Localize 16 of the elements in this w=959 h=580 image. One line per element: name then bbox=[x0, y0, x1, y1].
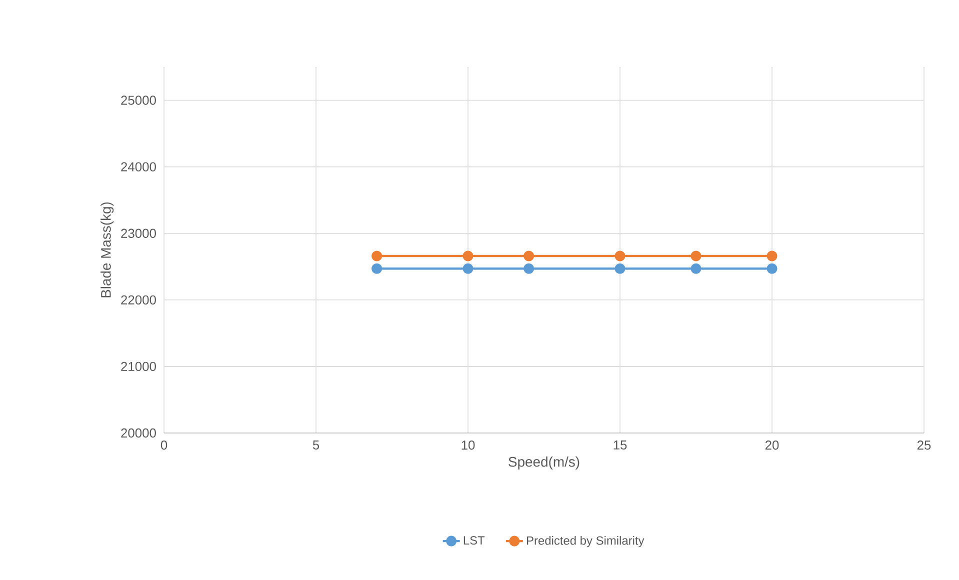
y-tick-label: 23000 bbox=[121, 228, 156, 238]
x-tick-label: 25 bbox=[917, 440, 931, 450]
y-tick-label: 21000 bbox=[121, 362, 156, 372]
y-tick-label: 22000 bbox=[121, 295, 156, 304]
x-tick-label: 20 bbox=[765, 440, 779, 450]
y-tick-label: 25000 bbox=[121, 96, 156, 105]
legend-label: Predicted by Similarity bbox=[527, 536, 644, 548]
x-tick-label: 5 bbox=[312, 440, 320, 450]
legend-label: LST bbox=[464, 536, 485, 545]
y-tick-label: 20000 bbox=[121, 428, 156, 438]
x-tick-label: 10 bbox=[462, 440, 475, 450]
x-tick-label: 0 bbox=[160, 440, 168, 450]
y-axis-title: Blade Mass(kg) bbox=[100, 202, 114, 298]
x-axis-title: Speed(m/s) bbox=[508, 456, 580, 470]
y-tick-label: 24000 bbox=[121, 162, 156, 172]
x-tick-label: 15 bbox=[614, 440, 627, 450]
